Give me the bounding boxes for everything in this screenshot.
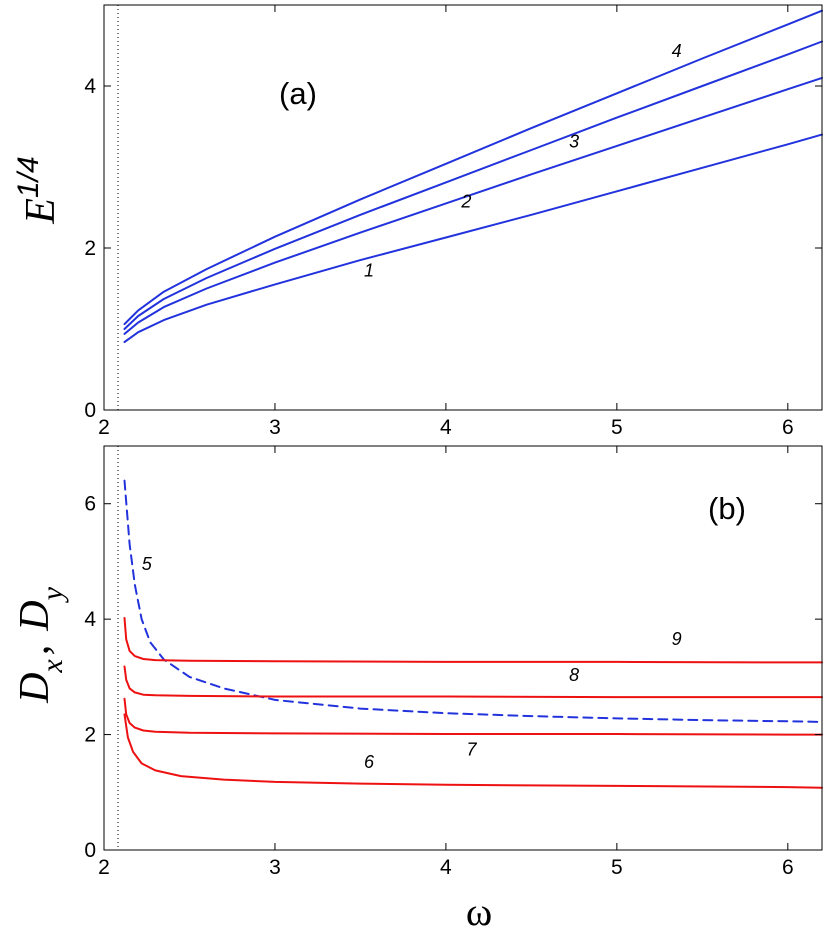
panel-a-ytick-label: 0 — [84, 399, 96, 422]
panel-b-ytick-label: 6 — [84, 493, 96, 516]
panel-a-xtick-label: 3 — [269, 416, 281, 439]
panel-b-label: (b) — [708, 491, 746, 526]
panel-a-label: (a) — [279, 76, 317, 111]
series-7-line — [123, 697, 823, 736]
series-4-line — [123, 9, 823, 326]
panel-a-ytick-label: 4 — [84, 75, 96, 98]
x-axis-label: ω — [466, 889, 492, 934]
panel-b-ylabel-sub-y: y — [36, 586, 69, 603]
panel-b-curves — [123, 479, 823, 789]
curve-label-6: 6 — [364, 752, 375, 772]
panel-a-frame — [103, 4, 823, 411]
panel-b-ytick-label: 2 — [84, 724, 96, 747]
panel-b-ylabel-d2: D — [12, 600, 58, 631]
panel-a-ylabel: E1/4 — [12, 156, 64, 224]
panel-b-curve-labels: 5 6 7 8 9 — [142, 554, 682, 772]
panel-a-ytick-label: 2 — [84, 237, 96, 260]
series-8-line — [123, 665, 823, 699]
panel-a-xtick-label: 2 — [98, 416, 110, 439]
curve-label-7: 7 — [467, 739, 478, 759]
curve-label-4: 4 — [672, 41, 682, 61]
curve-label-9: 9 — [672, 629, 682, 649]
panel-a-xtick-label: 4 — [440, 416, 452, 439]
panel-a-curve-labels: 1 2 3 4 — [364, 41, 682, 281]
panel-b-ylabel-d1: D — [12, 673, 58, 704]
series-9-line — [123, 617, 823, 664]
panel-b-ytick-label: 4 — [84, 608, 96, 631]
panel-b-ylabel-comma: , — [12, 645, 58, 656]
panel-b-xtick-label: 3 — [269, 856, 281, 879]
panel-b-xtick-label: 5 — [611, 856, 623, 879]
series-5-line — [123, 479, 823, 723]
panel-a-xtick-label: 5 — [611, 416, 623, 439]
panel-b-ylabel: Dx, Dy — [12, 586, 69, 704]
panel-a-curves — [123, 9, 823, 343]
series-1-line — [123, 133, 823, 343]
series-6-line — [123, 713, 823, 789]
panel-b-xtick-label: 6 — [782, 856, 794, 879]
panel-a-ylabel-main: E — [18, 198, 64, 225]
panel-a-xtick-label: 6 — [782, 416, 794, 439]
curve-label-2: 2 — [460, 192, 471, 212]
curve-label-8: 8 — [569, 665, 579, 685]
panel-a-ylabel-superscript: 1/4 — [12, 156, 45, 198]
panel-b-frame — [103, 445, 823, 851]
curve-label-1: 1 — [364, 260, 374, 280]
panel-b-xtick-label: 4 — [440, 856, 452, 879]
curve-label-3: 3 — [569, 132, 579, 152]
panel-b-ylabel-sub-x: x — [36, 659, 69, 674]
curve-label-5: 5 — [142, 554, 153, 574]
panel-b-xtick-label: 2 — [98, 856, 110, 879]
series-2-line — [123, 76, 823, 335]
series-3-line — [123, 40, 823, 330]
panel-b-ytick-label: 0 — [84, 839, 96, 862]
